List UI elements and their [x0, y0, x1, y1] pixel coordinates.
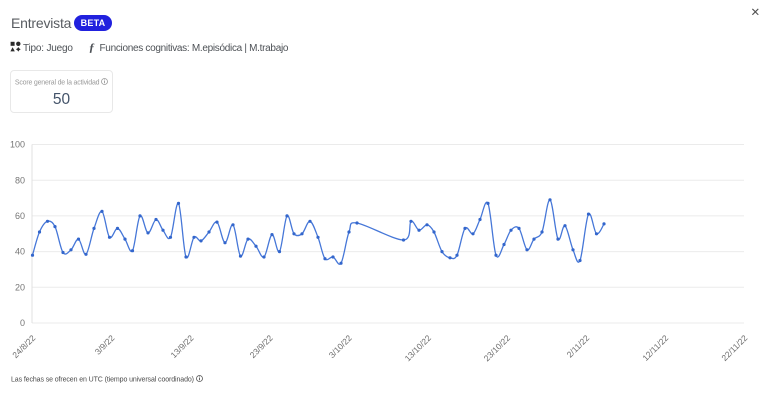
- svg-text:22/11/22: 22/11/22: [719, 333, 749, 363]
- svg-text:20: 20: [15, 282, 25, 292]
- svg-text:3/9/22: 3/9/22: [93, 333, 117, 357]
- svg-text:23/9/22: 23/9/22: [248, 333, 275, 360]
- svg-text:13/10/22: 13/10/22: [403, 333, 434, 364]
- svg-text:0: 0: [20, 318, 25, 328]
- svg-text:12/11/22: 12/11/22: [640, 333, 670, 363]
- svg-text:60: 60: [15, 211, 25, 221]
- svg-text:40: 40: [15, 247, 25, 257]
- svg-text:3/10/22: 3/10/22: [327, 333, 354, 360]
- svg-text:23/10/22: 23/10/22: [482, 333, 513, 364]
- svg-text:13/9/22: 13/9/22: [168, 333, 195, 360]
- svg-text:80: 80: [15, 175, 25, 185]
- svg-text:2/11/22: 2/11/22: [565, 333, 592, 360]
- svg-text:100: 100: [10, 140, 25, 150]
- svg-text:24/8/22: 24/8/22: [10, 333, 37, 360]
